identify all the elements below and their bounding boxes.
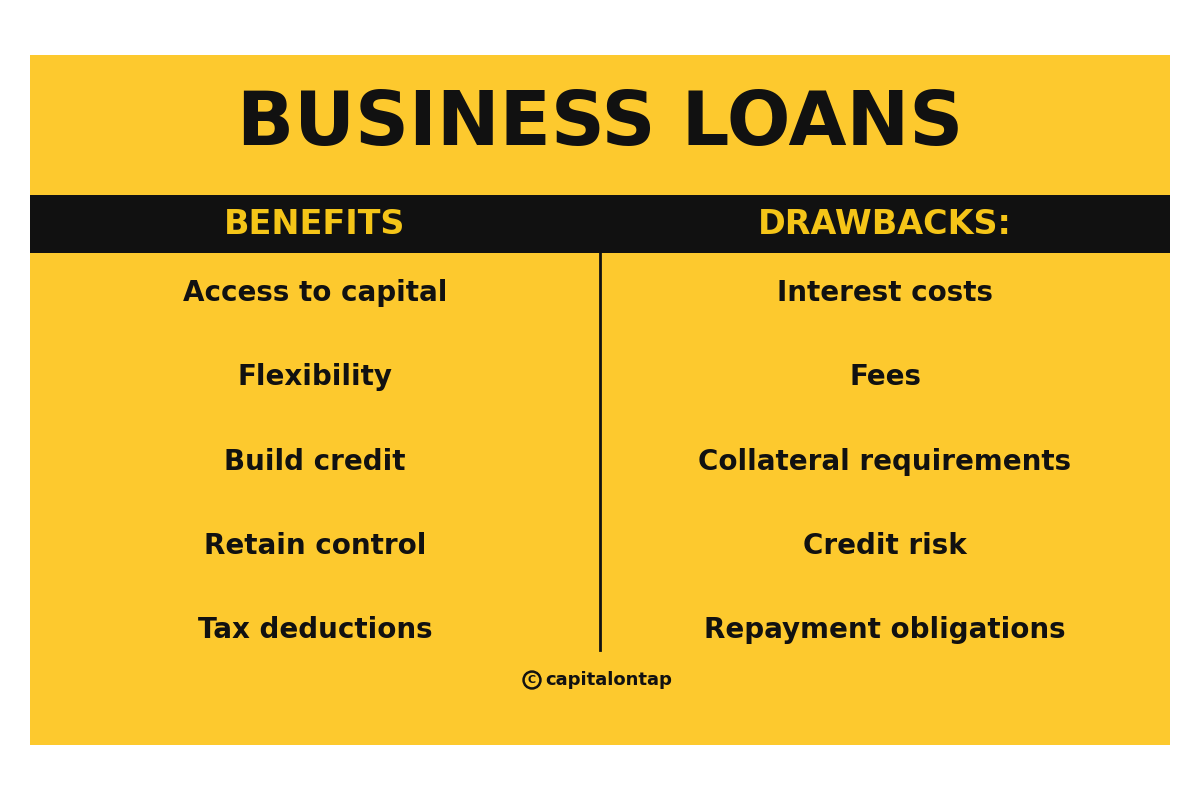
Text: Interest costs: Interest costs xyxy=(778,279,994,307)
Text: Fees: Fees xyxy=(850,363,922,391)
Text: Flexibility: Flexibility xyxy=(238,363,392,391)
Text: BENEFITS: BENEFITS xyxy=(224,207,406,241)
Text: Repayment obligations: Repayment obligations xyxy=(704,616,1066,644)
Text: BUSINESS LOANS: BUSINESS LOANS xyxy=(236,89,964,162)
Text: Build credit: Build credit xyxy=(224,447,406,475)
Text: Credit risk: Credit risk xyxy=(803,532,967,560)
Text: Tax deductions: Tax deductions xyxy=(198,616,432,644)
Text: Retain control: Retain control xyxy=(204,532,426,560)
Circle shape xyxy=(526,674,539,686)
Text: C: C xyxy=(528,675,536,685)
Bar xyxy=(30,195,1170,253)
Text: Collateral requirements: Collateral requirements xyxy=(698,447,1072,475)
Circle shape xyxy=(523,671,541,689)
Text: DRAWBACKS:: DRAWBACKS: xyxy=(758,207,1012,241)
Text: Access to capital: Access to capital xyxy=(182,279,448,307)
Bar xyxy=(30,55,1170,745)
Text: capitalontap: capitalontap xyxy=(545,671,672,689)
